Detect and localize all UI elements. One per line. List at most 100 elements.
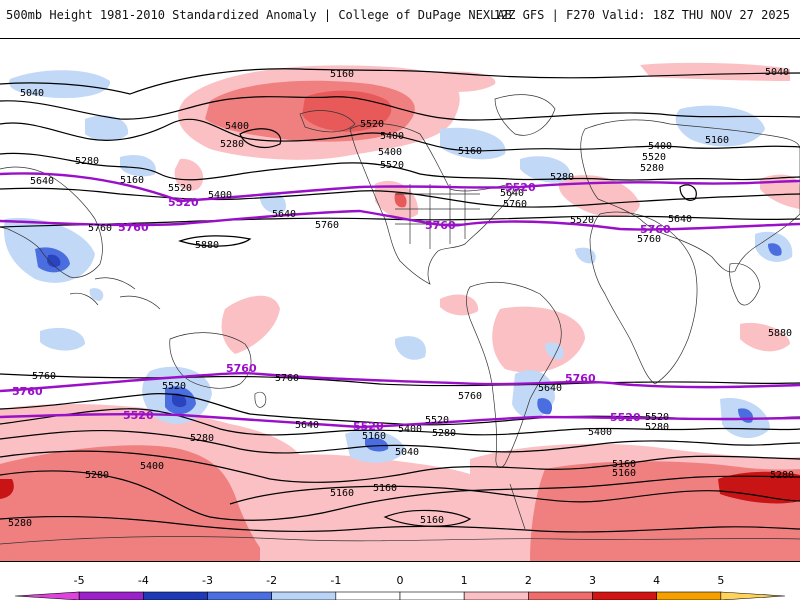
highlight-contour-label: 5760: [226, 362, 257, 375]
contour-label: 5520: [360, 119, 384, 130]
contour-line: [0, 373, 800, 387]
contour-labels: 5160 5040 5040 5400 5520 5400 5280 5160 …: [8, 67, 794, 529]
contour-label: 5400: [398, 424, 422, 435]
height-contours: [0, 68, 800, 533]
highlight-contour-label: 5520: [168, 196, 199, 209]
contour-label: 5880: [768, 328, 792, 339]
highlight-contour-label: 5520: [353, 420, 384, 433]
map-frame: 5160 5040 5040 5400 5520 5400 5280 5160 …: [0, 38, 800, 562]
land-outlines: [0, 94, 800, 545]
contour-label: 5400: [648, 141, 672, 152]
contour-label: 5400: [378, 147, 402, 158]
contour-label: 5520: [168, 183, 192, 194]
contour-label: 5400: [208, 190, 232, 201]
anomaly-positive: [718, 471, 800, 504]
contour-line: [0, 68, 800, 95]
coastline-greenland: [494, 94, 556, 136]
contour-5760-north: [0, 209, 800, 231]
contour-line: [0, 152, 800, 181]
contour-label: 5520: [645, 412, 669, 423]
colorbar-segment: [592, 591, 657, 601]
colorbar-tick-label: 1: [461, 574, 468, 587]
contour-label: 5280: [432, 428, 456, 439]
colorbar-segment: [528, 591, 593, 601]
contour-line: [0, 470, 800, 521]
anomaly-negative: [537, 398, 553, 415]
contour-line: [178, 235, 252, 247]
coastline-africa: [589, 211, 698, 385]
contour-label: 5160: [373, 483, 397, 494]
coastline-antarctica: [0, 536, 800, 545]
highlight-contour-label: 5760: [12, 385, 43, 398]
anomaly-negative: [120, 154, 156, 177]
anomaly-negative: [365, 437, 389, 452]
contour-label: 5160: [458, 146, 482, 157]
colorbar-tick-label: -2: [266, 574, 277, 587]
colorbar-svg: -5 -4 -3 -2 -1 0 1 2 3 4 5: [14, 574, 786, 601]
contour-label: 5040: [395, 447, 419, 458]
contour-line: [679, 184, 697, 201]
contour-label: 5640: [668, 214, 692, 225]
anomaly-positive: [0, 479, 14, 499]
anomaly-positive: [394, 192, 407, 208]
contour-label: 5520: [380, 160, 404, 171]
contour-label: 5040: [765, 67, 789, 78]
anomaly-negative: [89, 288, 104, 301]
colorbar-segment: [207, 591, 272, 601]
contour-line: [383, 509, 472, 527]
model-run-info: 12Z GFS | F270 Valid: 18Z THU NOV 27 202…: [493, 8, 790, 22]
contour-line: [0, 215, 800, 228]
contour-label: 5040: [20, 88, 44, 99]
colorbar-segment: [14, 591, 80, 601]
map-canvas: 5160 5040 5040 5400 5520 5400 5280 5160 …: [0, 62, 800, 561]
contour-label: 5760: [458, 391, 482, 402]
contour-label: 5760: [315, 220, 339, 231]
contour-5520-north: [0, 172, 800, 203]
highlight-contour-label: 5760: [565, 372, 596, 385]
coastline-alaska: [299, 110, 356, 133]
colorbar-segment: [463, 591, 529, 601]
highlight-contour-label: 5760: [118, 221, 149, 234]
anomaly-positive: [440, 294, 479, 316]
anomaly-shading: [0, 62, 800, 561]
anomaly-negative: [85, 115, 129, 141]
contour-label: 5280: [645, 422, 669, 433]
anomaly-negative: [172, 393, 187, 408]
contour-label: 5280: [75, 156, 99, 167]
map-title: 500mb Height 1981-2010 Standardized Anom…: [6, 8, 512, 22]
contour-label: 5880: [195, 240, 219, 251]
contour-label: 5760: [88, 223, 112, 234]
colorbar-segment: [335, 591, 401, 601]
anomaly-positive: [492, 306, 585, 373]
contour-label: 5760: [275, 373, 299, 384]
contour-line: [229, 485, 800, 505]
highlight-labels: 5520 5760 5520 5760 5760 5520 5760 5760 …: [12, 181, 671, 433]
contour-line: [0, 450, 800, 483]
anomaly-positive: [640, 62, 790, 81]
highlight-contour-label: 5520: [610, 411, 641, 424]
coastline-south-america: [465, 281, 562, 468]
contour-label: 5160: [362, 431, 386, 442]
coastline-indonesia: [69, 277, 161, 310]
header: 500mb Height 1981-2010 Standardized Anom…: [0, 0, 800, 30]
coastline-east-asia: [0, 166, 103, 278]
anomaly-negative: [395, 336, 426, 360]
contour-label: 5160: [612, 468, 636, 479]
colorbar-segment: [271, 591, 337, 601]
contour-label: 5640: [30, 176, 54, 187]
anomaly-negative: [440, 127, 506, 160]
contour-label: 5160: [330, 69, 354, 80]
contour-label: 5280: [770, 470, 794, 481]
contour-label: 5400: [140, 461, 164, 472]
contour-label: 5520: [162, 381, 186, 392]
contour-label: 5760: [637, 234, 661, 245]
highlight-contour-label: 5760: [425, 219, 456, 232]
colorbar-segment: [720, 591, 786, 601]
contour-5520-south: [0, 412, 800, 429]
coastline-europe-asia: [580, 119, 800, 273]
coastline-india: [729, 263, 761, 306]
contour-label: 5520: [642, 152, 666, 163]
contour-5760-south: [0, 372, 800, 393]
contour-label: 5400: [225, 121, 249, 132]
colorbar-tick-label: 0: [397, 574, 404, 587]
